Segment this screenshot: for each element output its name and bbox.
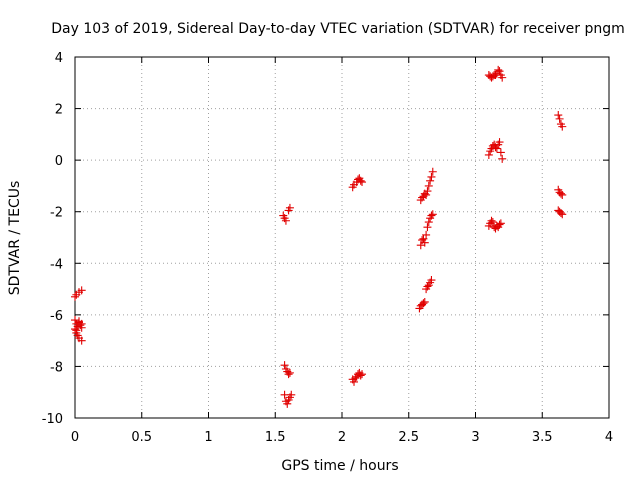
y-tick-label: 0 <box>55 154 63 169</box>
data-point <box>495 220 504 229</box>
data-point <box>283 399 292 408</box>
grid <box>75 57 609 418</box>
data-point <box>495 67 504 76</box>
chart-title: Day 103 of 2019, Sidereal Day-to-day VTE… <box>51 21 625 37</box>
data-point <box>280 390 289 399</box>
data-point <box>424 218 433 227</box>
y-tick-label: 4 <box>55 51 63 66</box>
x-axis-label: GPS time / hours <box>281 458 398 474</box>
data-point <box>77 319 86 328</box>
data-point <box>558 210 567 219</box>
data-point <box>420 297 429 306</box>
data-point <box>426 176 435 185</box>
data-point <box>422 190 431 199</box>
data-point <box>356 371 365 380</box>
data-point <box>285 203 294 212</box>
data-point <box>356 176 365 185</box>
data-point <box>287 390 296 399</box>
data-point <box>280 361 289 370</box>
data-point <box>488 218 497 227</box>
data-point <box>71 316 79 325</box>
y-tick-label: 2 <box>55 103 63 118</box>
data-point <box>428 210 437 219</box>
data-point <box>554 111 563 120</box>
data-point <box>281 216 290 225</box>
data-point <box>284 370 293 379</box>
x-tick-label: 3 <box>471 430 479 445</box>
data-point <box>556 209 565 218</box>
axis-ticks: 0 0.5 1 1.5 2 2.5 3 3.5 4 -10 -8 -6 -4 -2 0 2 4 <box>42 51 613 445</box>
data-point <box>555 114 564 123</box>
data-point <box>427 172 436 181</box>
data-point <box>494 65 503 74</box>
x-tick-label: 1.5 <box>265 430 286 445</box>
data-point <box>77 336 86 345</box>
data-point <box>422 230 431 239</box>
data-point <box>420 238 429 247</box>
data-point <box>358 178 367 187</box>
data-point <box>71 292 79 301</box>
data-point <box>558 122 567 131</box>
data-point <box>498 154 507 163</box>
x-tick-label: 0 <box>71 430 79 445</box>
y-axis-label: SDTVAR / TECUs <box>7 181 23 296</box>
x-tick-label: 1 <box>204 430 212 445</box>
x-tick-label: 2 <box>338 430 346 445</box>
data-point <box>484 150 493 159</box>
data-point <box>492 144 501 153</box>
data-point <box>285 368 294 377</box>
data-point <box>487 216 496 225</box>
data-point <box>496 219 505 228</box>
data-point <box>419 299 428 308</box>
data-point <box>556 189 565 198</box>
data-point <box>416 241 425 250</box>
data-point <box>423 223 432 232</box>
x-tick-label: 4 <box>605 430 613 445</box>
x-tick-label: 3.5 <box>532 430 553 445</box>
data-point <box>423 187 432 196</box>
data-point <box>358 370 367 379</box>
data-point <box>424 181 433 190</box>
x-tick-label: 2.5 <box>398 430 419 445</box>
data-point <box>428 167 437 176</box>
data-point <box>496 148 505 157</box>
data-point <box>350 377 359 386</box>
data-point <box>427 276 436 285</box>
y-tick-label: -4 <box>50 257 63 272</box>
data-point <box>77 286 86 295</box>
y-tick-label: -10 <box>42 412 63 427</box>
y-tick-label: -6 <box>50 309 63 324</box>
data-point <box>498 73 507 82</box>
x-tick-label: 0.5 <box>131 430 152 445</box>
data-point <box>427 211 436 220</box>
data-point <box>495 138 504 147</box>
data-points <box>71 65 567 408</box>
data-point <box>558 190 567 199</box>
data-point <box>72 326 81 335</box>
y-tick-label: -8 <box>50 360 63 375</box>
data-point <box>71 325 79 334</box>
y-tick-label: -2 <box>50 206 63 221</box>
